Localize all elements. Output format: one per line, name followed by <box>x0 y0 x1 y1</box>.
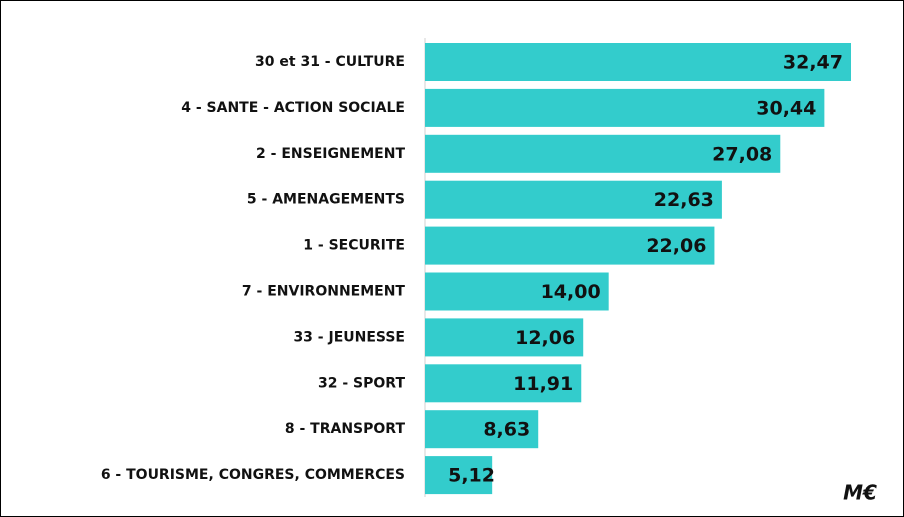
bar <box>425 456 493 495</box>
bar <box>425 410 539 449</box>
unit-annotation: M€ <box>843 481 877 505</box>
bar <box>425 134 781 173</box>
category-label: 8 - TRANSPORT <box>285 421 406 437</box>
bar <box>425 318 584 357</box>
value-label: 5,12 <box>448 465 495 487</box>
value-label: 22,06 <box>646 235 706 257</box>
value-label: 30,44 <box>756 97 816 119</box>
category-label: 2 - ENSEIGNEMENT <box>256 146 405 162</box>
bar <box>425 88 825 127</box>
category-label: 7 - ENVIRONNEMENT <box>242 284 406 300</box>
category-label: 4 - SANTE - ACTION SOCIALE <box>181 100 405 116</box>
category-label: 6 - TOURISME, CONGRES, COMMERCES <box>101 467 405 483</box>
bar <box>425 364 582 403</box>
bar <box>425 43 851 81</box>
value-label: 8,63 <box>483 419 530 441</box>
value-label: 32,47 <box>783 52 843 74</box>
value-label: 27,08 <box>712 143 772 165</box>
category-label: 32 - SPORT <box>318 375 405 391</box>
value-label: 22,63 <box>654 189 714 211</box>
value-label: 11,91 <box>513 373 573 395</box>
category-label: 5 - AMENAGEMENTS <box>247 192 405 208</box>
category-label: 33 - JEUNESSE <box>293 329 405 345</box>
bar <box>425 272 609 311</box>
bar <box>425 180 722 219</box>
category-label: 30 et 31 - CULTURE <box>255 54 405 70</box>
bar <box>425 226 715 265</box>
value-label: 14,00 <box>541 281 601 303</box>
value-label: 12,06 <box>515 327 575 349</box>
category-label: 1 - SECURITE <box>303 238 405 254</box>
